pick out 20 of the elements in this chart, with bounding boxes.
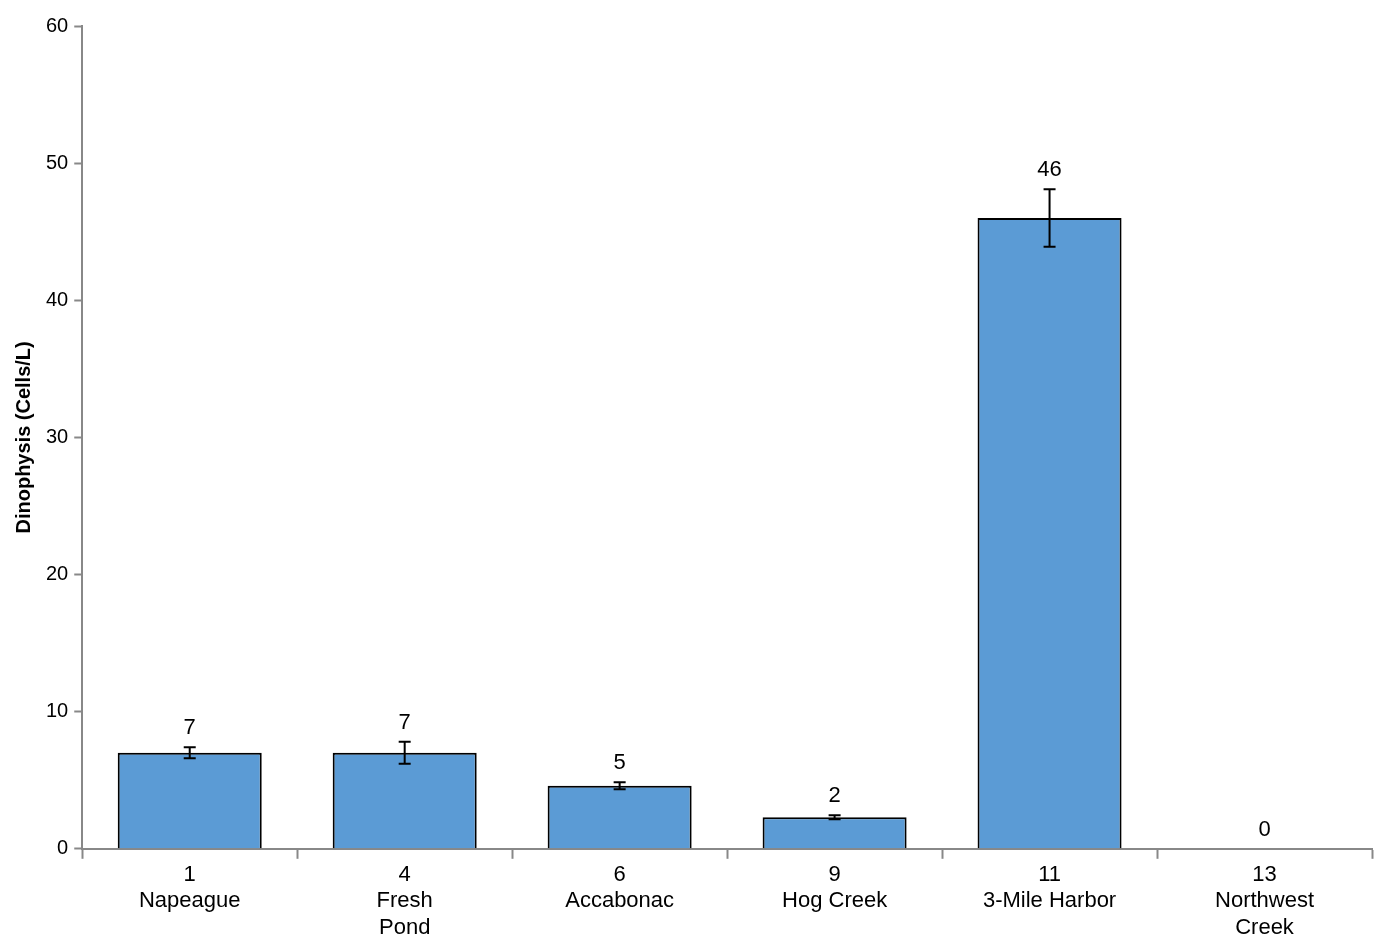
x-tick-label: 1 Napeague: [138, 861, 241, 913]
y-tick-label: 0: [57, 836, 69, 859]
x-tick-label: 11 3-Mile Harbor: [982, 861, 1117, 913]
x-tick-label: 6 Accabonac: [565, 861, 675, 913]
x-tick-label: 4 Fresh Pond: [376, 861, 433, 939]
data-label: 46: [1037, 156, 1062, 182]
x-tick-label: 9 Hog Creek: [782, 861, 889, 913]
y-tick-label: 10: [46, 699, 69, 722]
y-tick-label: 60: [46, 13, 69, 36]
y-tick-label: 50: [46, 150, 69, 173]
x-tick-label: 13 Northwest Creek: [1215, 861, 1315, 939]
y-tick-label: 20: [46, 562, 69, 585]
data-label: 7: [398, 708, 411, 734]
y-tick-label: 30: [46, 424, 69, 447]
data-label: 5: [613, 749, 626, 775]
data-label: 2: [828, 782, 841, 808]
y-tick-label: 40: [46, 287, 69, 310]
data-label: 0: [1258, 815, 1271, 841]
data-label: 7: [183, 714, 196, 740]
y-axis-title: Dinophysis (Cells/L): [11, 341, 34, 534]
